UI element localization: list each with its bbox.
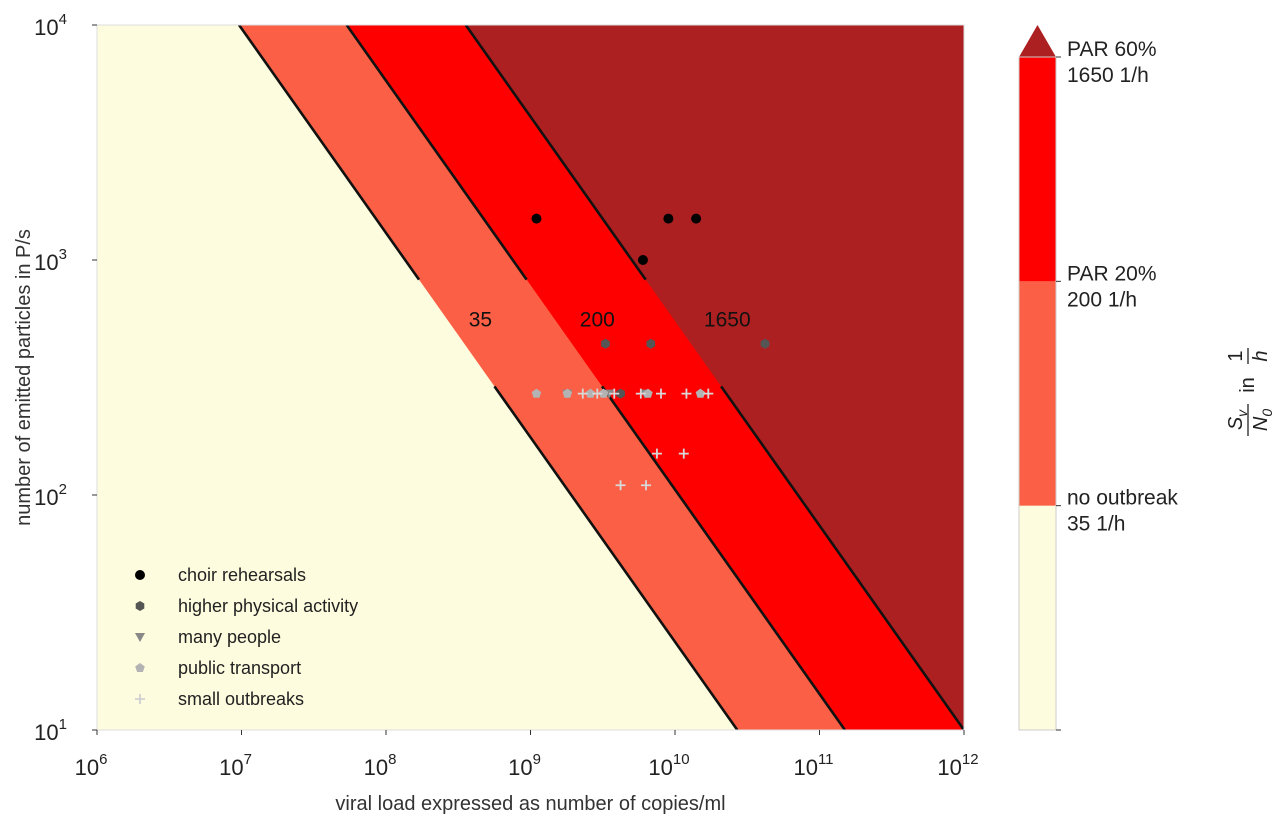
legend-label-higher-physical-activity: higher physical activity: [178, 596, 358, 616]
point-small-outbreaks-4: [655, 388, 666, 399]
colorbar-extend-arrow: [1019, 25, 1056, 57]
contour-regions: [97, 25, 964, 730]
contour-line-35-seg1: [237, 25, 421, 281]
point-choir-rehearsals-3: [637, 255, 648, 265]
point-small-outbreaks-8: [678, 448, 689, 459]
point-choir-rehearsals-1: [663, 213, 674, 224]
point-higher-physical-activity-2: [760, 338, 770, 349]
point-higher-physical-activity-3: [616, 388, 625, 399]
point-small-outbreaks-0: [577, 388, 588, 399]
legend-marker-public-transport: [135, 663, 145, 672]
colorbar-label-line2-1: 200 1/h: [1067, 288, 1137, 311]
contour-line-35-seg0: [493, 385, 739, 730]
x-axis-ticks: 106 107 108 109 1010 1011 1012: [75, 730, 979, 780]
point-choir-rehearsals-0: [531, 213, 542, 224]
colorbar-segment-0: [1019, 505, 1056, 730]
colorbar-frame: [1018, 56, 1057, 731]
x-axis-label: viral load expressed as number of copies…: [335, 793, 725, 815]
x-tick-label: 106: [75, 751, 108, 780]
y-tick-label: 102: [34, 481, 67, 510]
colorbar-label-line1-2: no outbreak: [1067, 487, 1178, 510]
contour-line-200-seg0: [600, 385, 847, 730]
point-small-outbreaks-9: [615, 480, 626, 491]
y-tick-label: 103: [34, 246, 67, 275]
colorbar-label-line1-0: PAR 60%: [1067, 38, 1157, 61]
legend-label-small-outbreaks: small outbreaks: [178, 689, 304, 709]
legend-label-choir-rehearsals: choir rehearsals: [178, 565, 306, 585]
contour-labels: 35 200 1650: [469, 309, 751, 332]
point-choir-rehearsals-2: [691, 213, 702, 224]
colorbar-label-line2-2: 35 1/h: [1067, 513, 1125, 536]
contour-line-1650-seg0: [720, 385, 964, 730]
point-small-outbreaks-10: [641, 480, 652, 491]
contour-label-1650: 1650: [704, 309, 751, 332]
x-tick-label: 109: [508, 751, 541, 780]
point-public-transport-4: [643, 388, 653, 398]
y-tick-label: 104: [34, 11, 67, 40]
colorbar: PAR 60% 1650 1/h PAR 20% 200 1/h no outbreak…: [1018, 25, 1178, 731]
point-small-outbreaks-5: [681, 388, 692, 399]
point-small-outbreaks-7: [651, 448, 662, 459]
point-public-transport-5: [695, 388, 706, 398]
point-higher-physical-activity-0: [601, 338, 610, 349]
legend: choir rehearsals higher physical activity…: [135, 565, 358, 709]
point-small-outbreaks-3: [635, 388, 646, 399]
colorbar-segment-2: [1019, 57, 1056, 282]
contour-line-1650-seg1: [464, 25, 647, 281]
legend-label-many-people: many people: [178, 627, 281, 647]
colorbar-label-line2-0: 1650 1/h: [1067, 64, 1149, 87]
contour-line-200-seg1: [345, 25, 528, 281]
x-tick-label: 108: [364, 751, 397, 780]
point-higher-physical-activity-1: [646, 338, 656, 349]
region-above-1650: [465, 25, 964, 730]
colorbar-label-line1-1: PAR 20%: [1067, 262, 1157, 285]
colorbar-title-denominator: N0: [1250, 409, 1275, 431]
legend-marker-higher-physical-activity: [135, 601, 145, 611]
x-tick-label: 1010: [648, 751, 689, 780]
x-tick-label: 107: [219, 751, 252, 780]
colorbar-segment-1: [1019, 281, 1056, 506]
x-tick-label: 1011: [793, 751, 833, 780]
y-axis-ticks: 101 102 103 104: [34, 11, 97, 745]
colorbar-title-unit-denominator: h: [1250, 350, 1272, 361]
legend-marker-choir-rehearsals: [135, 570, 145, 580]
data-points: [531, 213, 770, 491]
point-public-transport-0: [531, 388, 542, 398]
colorbar-title-unit-numerator: 1: [1225, 350, 1247, 361]
point-small-outbreaks-2: [609, 388, 620, 399]
point-small-outbreaks-6: [703, 388, 714, 399]
y-tick-label: 101: [34, 716, 67, 745]
colorbar-title-in: in: [1237, 377, 1259, 393]
point-public-transport-3: [598, 388, 609, 398]
point-small-outbreaks-1: [592, 388, 603, 399]
colorbar-title-numerator: Sv: [1225, 409, 1250, 430]
contour-lines: [237, 25, 964, 730]
legend-label-public-transport: public transport: [178, 658, 301, 678]
legend-marker-small-outbreaks: [135, 694, 145, 704]
legend-marker-many-people: [135, 633, 145, 642]
x-tick-label: 1012: [937, 751, 978, 780]
contour-label-35: 35: [469, 309, 492, 332]
point-public-transport-2: [585, 388, 596, 398]
y-axis-label: number of emitted particles in P/s: [13, 229, 35, 526]
contour-label-200: 200: [580, 309, 615, 332]
point-public-transport-1: [562, 388, 573, 398]
